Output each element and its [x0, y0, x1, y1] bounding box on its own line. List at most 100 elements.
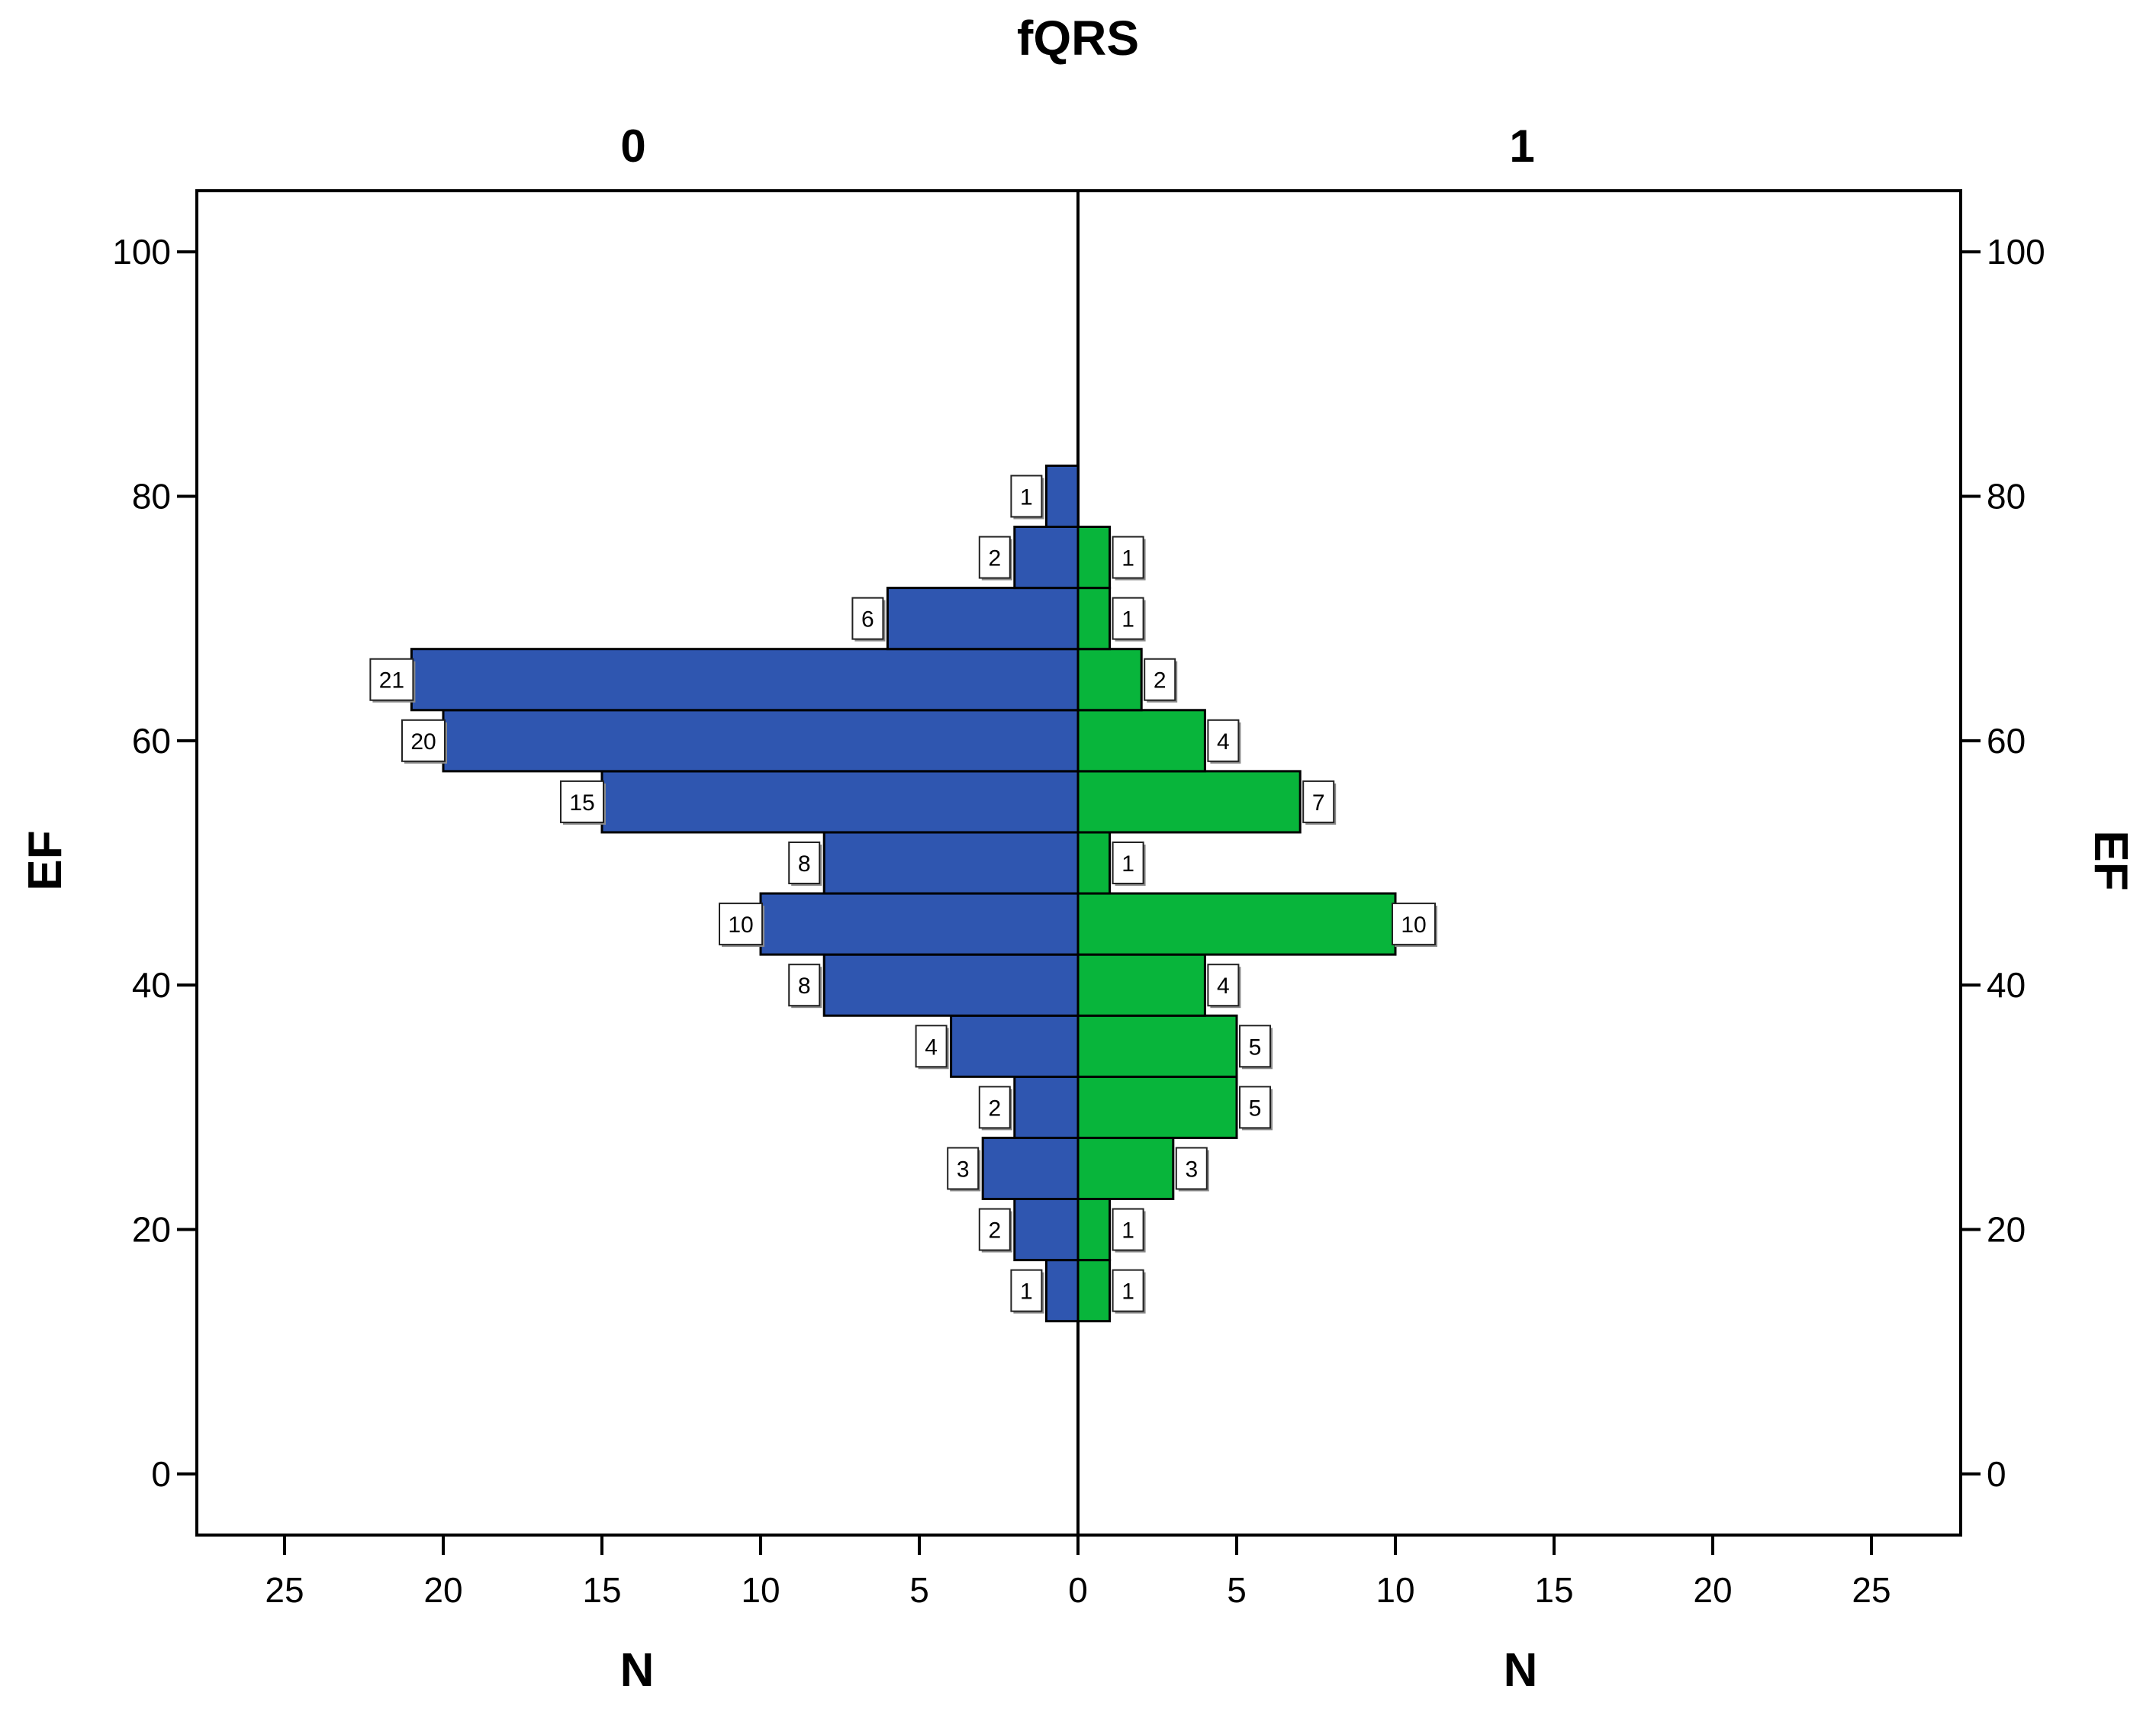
data-label-box	[719, 903, 763, 946]
x-tick-label: 0	[1068, 1570, 1088, 1610]
x-tick-label: 5	[909, 1570, 929, 1610]
data-label-box	[560, 780, 604, 823]
data-label-right-5: 4	[1207, 964, 1241, 1009]
data-label-right-2: 3	[1175, 1147, 1209, 1192]
y-tick-label-left: 80	[132, 476, 171, 516]
data-label-right-12: 1	[1112, 536, 1146, 581]
data-label-box	[1207, 719, 1240, 762]
x-tick-label: 25	[1852, 1570, 1891, 1610]
bar-left-10	[410, 648, 1080, 712]
data-label-text: 8	[798, 974, 811, 999]
bar-right-9	[1076, 709, 1206, 773]
data-label-right-9: 4	[1207, 719, 1241, 764]
y-tick-label-right: 60	[1987, 721, 2026, 761]
bar-right-6	[1076, 892, 1397, 956]
data-label-right-1: 1	[1112, 1208, 1146, 1253]
data-label-left-1: 2	[978, 1208, 1012, 1253]
bar-left-13	[1044, 464, 1080, 529]
bar-right-10	[1076, 648, 1143, 712]
bar-right-11	[1076, 587, 1112, 651]
y-tick-label-left: 100	[112, 232, 171, 272]
data-label-text: 20	[410, 729, 436, 755]
data-label-text: 2	[988, 1218, 1001, 1244]
bar-left-2	[981, 1136, 1080, 1200]
x-tick-label: 5	[1227, 1570, 1247, 1610]
data-label-box	[788, 964, 821, 1007]
data-label-text: 1	[1121, 851, 1134, 877]
data-label-box	[1112, 1208, 1144, 1251]
bar-left-7	[822, 831, 1080, 895]
y-axis-label-right: EF	[2084, 830, 2137, 890]
data-label-right-10: 2	[1144, 658, 1178, 703]
data-label-text: 1	[1121, 1279, 1134, 1305]
x-tick-label: 20	[1693, 1570, 1732, 1610]
data-label-box	[1112, 1269, 1144, 1312]
data-label-box	[1112, 597, 1144, 640]
data-label-left-11: 6	[851, 597, 886, 642]
bar-right-5	[1076, 953, 1206, 1017]
data-label-text: 1	[1020, 1279, 1033, 1305]
data-label-box	[915, 1025, 948, 1068]
bar-right-2	[1076, 1136, 1175, 1200]
data-label-text: 4	[1217, 729, 1230, 755]
data-label-text: 1	[1020, 484, 1033, 510]
data-label-text: 1	[1121, 1218, 1134, 1244]
data-label-left-13: 1	[1010, 475, 1044, 520]
data-label-text: 2	[988, 546, 1001, 571]
data-label-box	[1207, 964, 1240, 1007]
panel-label-left: 0	[620, 121, 645, 172]
bar-left-12	[1013, 526, 1080, 590]
data-label-left-3: 2	[978, 1086, 1012, 1131]
y-tick-label-right: 20	[1987, 1210, 2026, 1250]
data-label-box	[1010, 1269, 1043, 1312]
bar-left-6	[759, 892, 1080, 956]
data-label-box	[1392, 903, 1436, 946]
x-tick-label: 10	[741, 1570, 780, 1610]
data-label-left-2: 3	[947, 1147, 981, 1192]
data-label-text: 3	[957, 1157, 970, 1182]
data-label-text: 1	[1121, 546, 1134, 571]
data-label-left-10: 21	[369, 658, 416, 703]
data-label-text: 10	[728, 912, 753, 938]
data-label-box	[1175, 1147, 1208, 1190]
y-ticks-layer: 0 0 20 20 40 40 60 60 80 80 100 100	[112, 232, 2045, 1494]
data-label-text: 4	[1217, 974, 1230, 999]
data-label-text: 5	[1249, 1096, 1262, 1121]
x-ticks-layer: 25 20 15 10 5 0 5 10 15 20 25	[265, 1535, 1891, 1610]
data-label-box	[401, 719, 446, 762]
bar-left-5	[822, 953, 1080, 1017]
data-label-text: 4	[925, 1035, 938, 1060]
panel-label-right: 1	[1509, 121, 1534, 172]
data-label-text: 1	[1121, 607, 1134, 632]
data-label-text: 5	[1249, 1035, 1262, 1060]
data-label-right-6: 10	[1392, 903, 1437, 948]
data-label-right-4: 5	[1239, 1025, 1273, 1070]
data-label-right-0: 1	[1112, 1269, 1146, 1314]
y-axis-label-left: EF	[19, 830, 72, 890]
data-label-box	[1112, 536, 1144, 579]
data-label-box	[788, 842, 821, 884]
bar-right-7	[1076, 831, 1112, 895]
bar-left-4	[950, 1014, 1080, 1078]
data-label-text: 8	[798, 851, 811, 877]
data-label-box	[1010, 475, 1043, 518]
x-axis-label-left: N	[620, 1644, 655, 1697]
data-label-box	[369, 658, 414, 701]
data-label-left-5: 8	[788, 964, 822, 1009]
data-label-box	[947, 1147, 980, 1190]
x-tick-label: 15	[1534, 1570, 1573, 1610]
bar-left-1	[1013, 1198, 1080, 1262]
data-label-box	[978, 536, 1011, 579]
data-label-box	[851, 597, 884, 640]
x-axis-label-right: N	[1504, 1644, 1538, 1697]
data-label-left-7: 8	[788, 842, 822, 886]
data-label-text: 2	[988, 1096, 1001, 1121]
bar-left-0	[1044, 1259, 1080, 1323]
data-label-box	[1144, 658, 1176, 701]
y-tick-label-right: 100	[1987, 232, 2045, 272]
data-label-left-0: 1	[1010, 1269, 1044, 1314]
x-tick-label: 10	[1376, 1570, 1414, 1610]
data-label-right-11: 1	[1112, 597, 1146, 642]
bar-left-11	[886, 587, 1080, 651]
bar-right-0	[1076, 1259, 1112, 1323]
